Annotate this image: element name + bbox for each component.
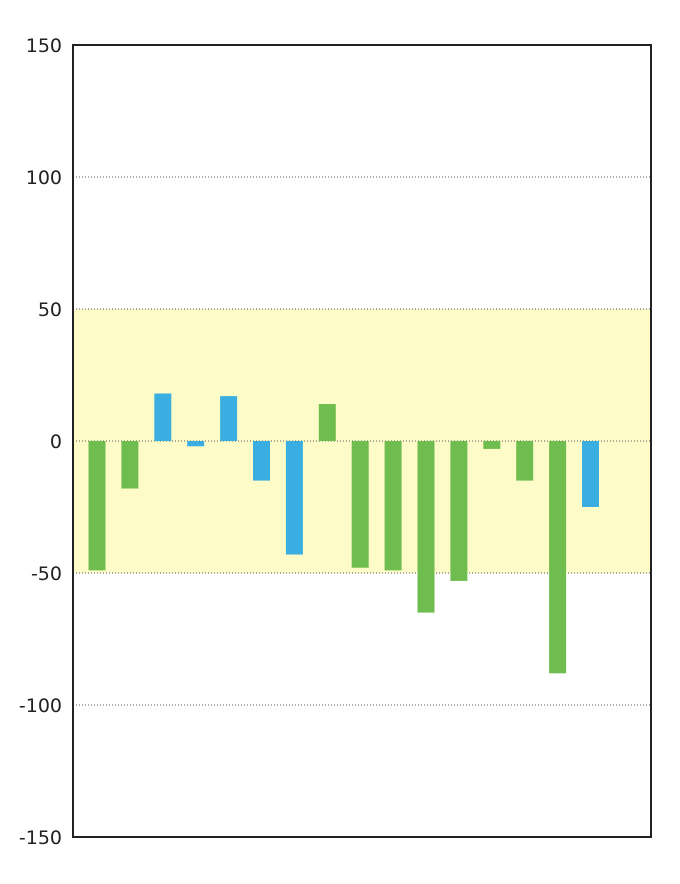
bar	[549, 441, 567, 674]
bar	[285, 441, 303, 555]
y-tick-label: -100	[19, 695, 62, 717]
bar	[417, 441, 435, 613]
bar	[351, 441, 369, 568]
y-tick-label: 50	[38, 299, 62, 321]
bar	[582, 441, 599, 507]
plot-frame	[72, 44, 652, 838]
y-tick-label: 150	[26, 35, 62, 57]
bar	[483, 441, 501, 449]
y-tick-label: -150	[19, 827, 62, 849]
bar	[121, 441, 139, 489]
bar	[384, 441, 402, 571]
bar	[187, 441, 205, 447]
axis-layer: 150 100 50 0 -50 -100 -150	[19, 35, 62, 849]
bar	[318, 404, 336, 441]
bar	[253, 441, 270, 481]
y-tick-label: 0	[50, 431, 62, 453]
bar	[450, 441, 468, 581]
bar	[88, 441, 106, 571]
bar	[220, 396, 238, 441]
bar	[154, 393, 172, 441]
y-tick-label: -50	[31, 563, 62, 585]
y-tick-label: 100	[26, 167, 62, 189]
bar	[516, 441, 534, 481]
bar-layer	[88, 393, 599, 674]
